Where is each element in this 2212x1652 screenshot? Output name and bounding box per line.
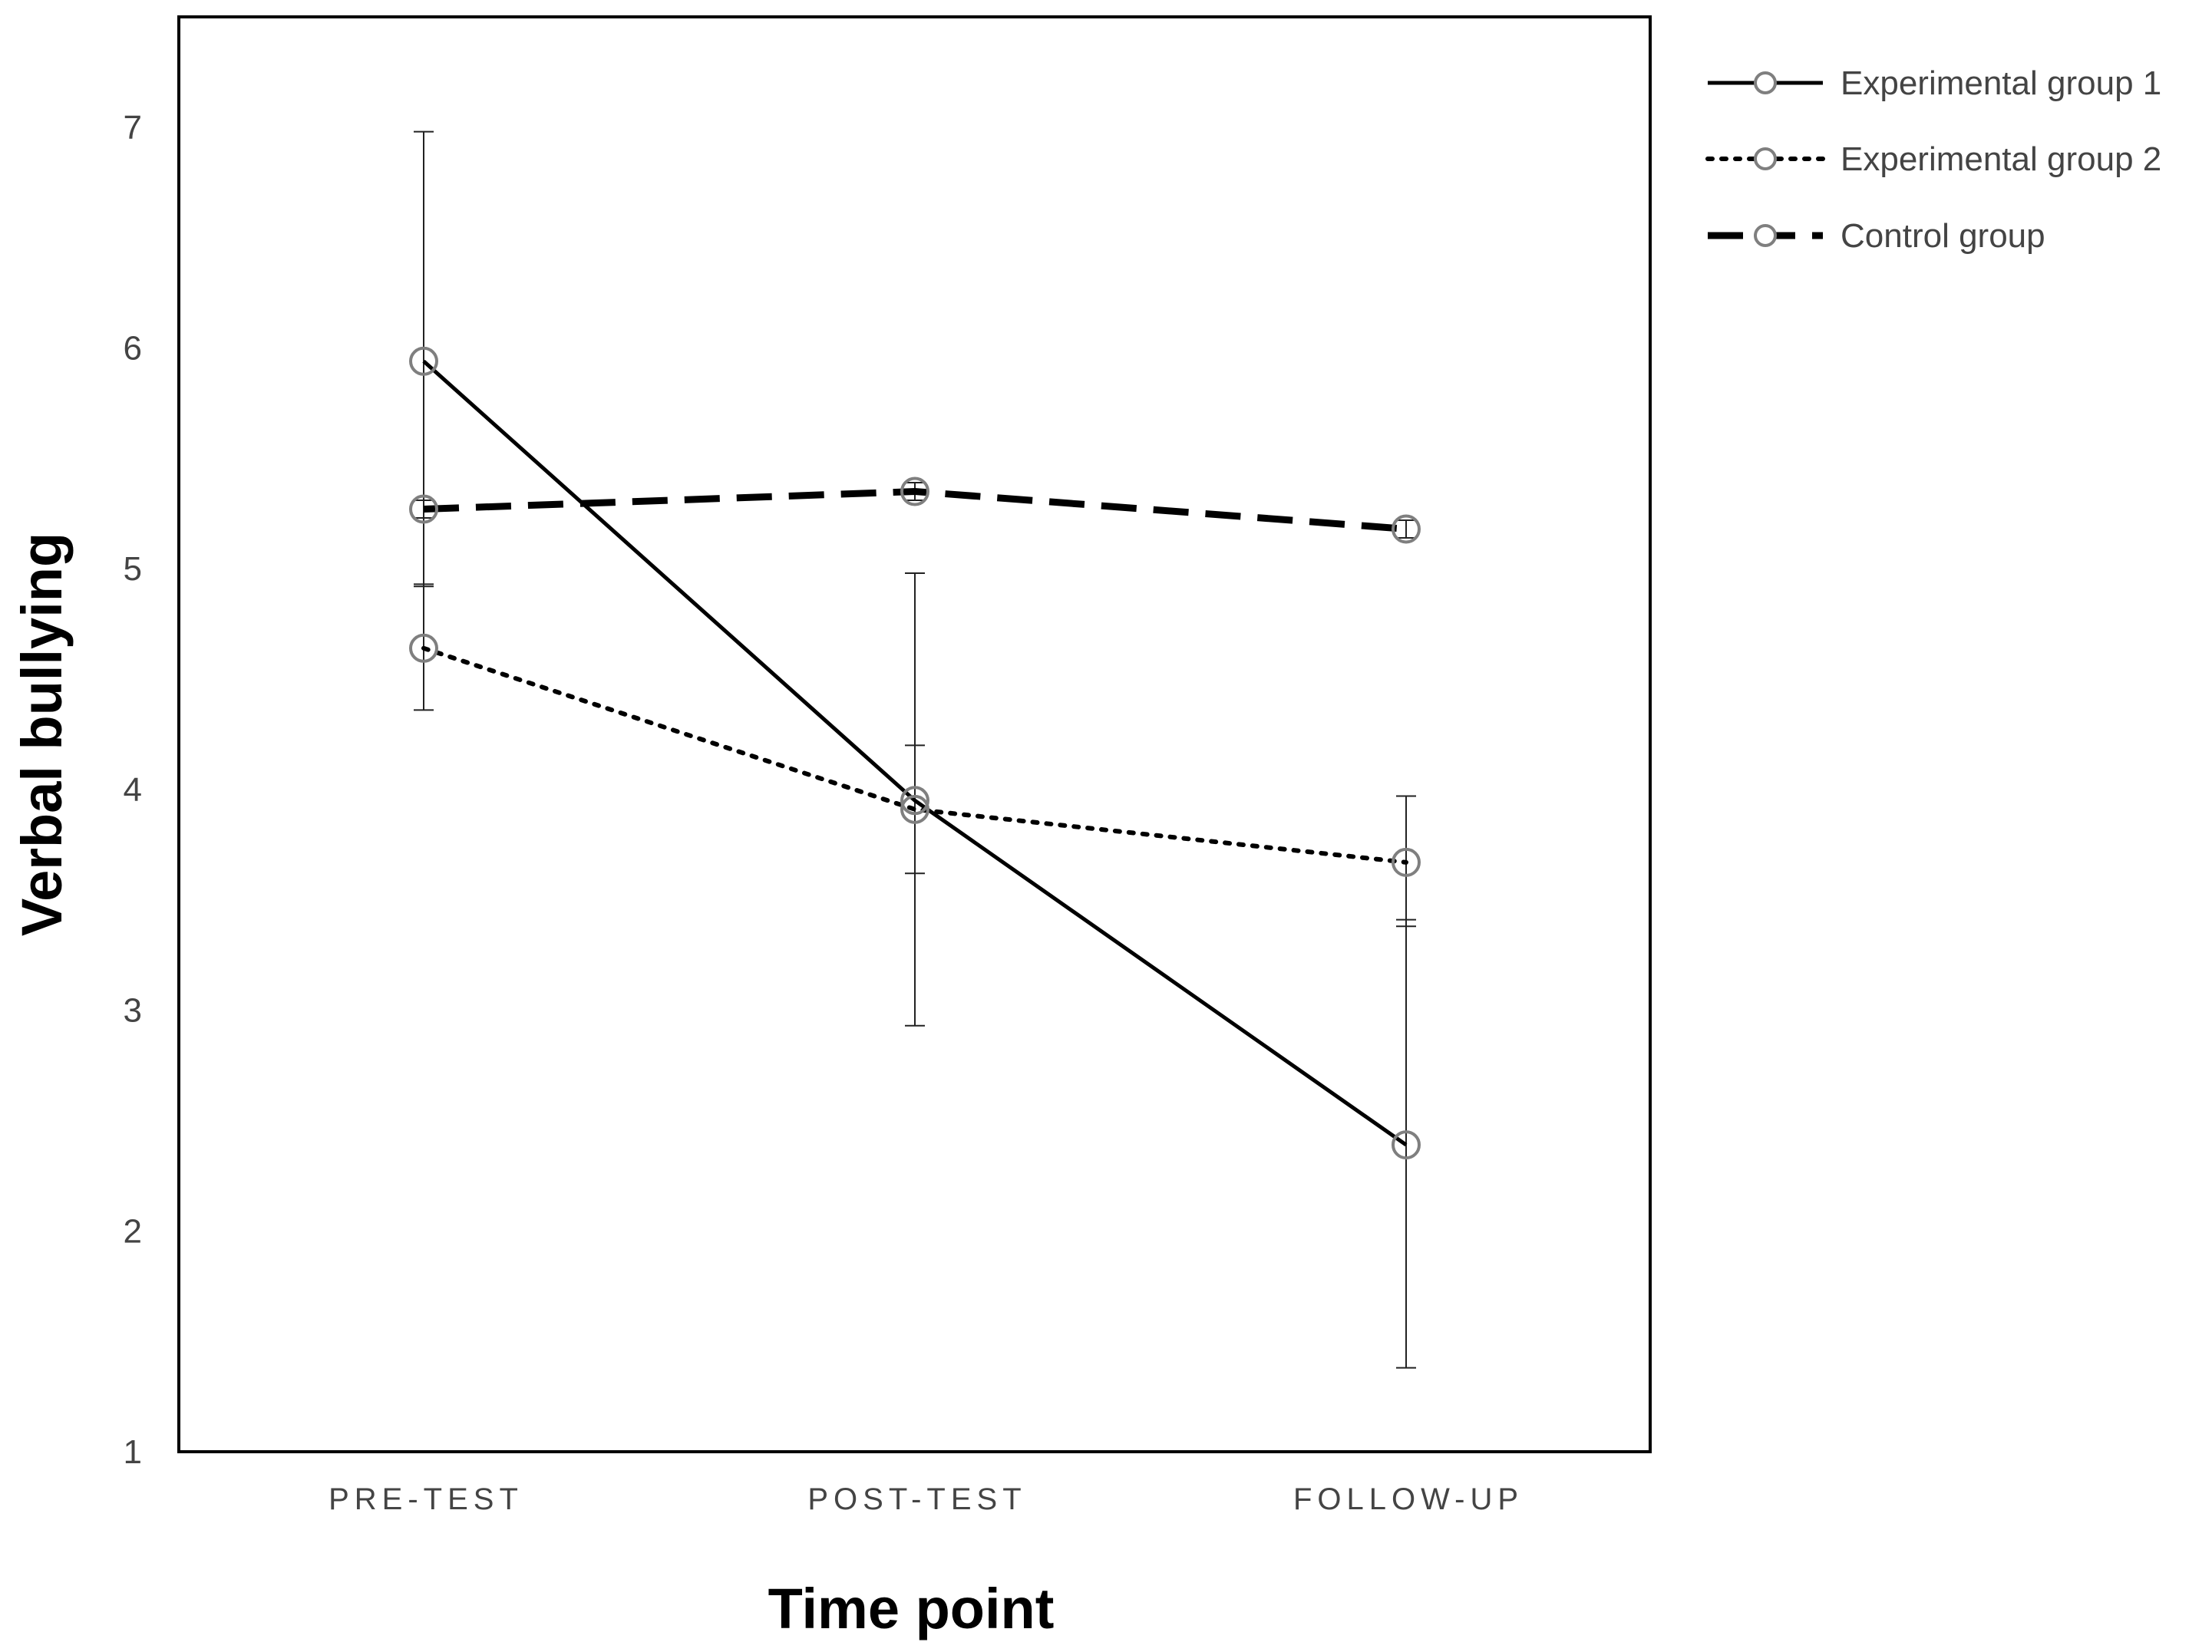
data-point-marker	[409, 494, 438, 524]
x-tick-label: POST-TEST	[807, 1482, 1026, 1516]
y-tick-label: 7	[124, 109, 142, 147]
data-point-marker	[900, 794, 929, 824]
series-line-3	[423, 488, 1407, 533]
data-point-marker	[1392, 1130, 1421, 1160]
legend-marker-2	[1754, 147, 1777, 170]
y-axis-title: Verbal bullying	[10, 533, 74, 936]
series-line-2	[421, 645, 1408, 865]
series-line-1	[422, 359, 1408, 1147]
y-tick-label: 5	[124, 550, 142, 588]
y-tick-labels: 1 2 3 4 5 6 7	[124, 109, 142, 1471]
legend-marker-3	[1754, 224, 1777, 247]
data-point-marker	[1392, 847, 1421, 877]
x-tick-label: PRE-TEST	[328, 1482, 523, 1516]
y-tick-label: 6	[124, 330, 142, 368]
y-tick-label: 1	[124, 1433, 142, 1471]
error-bars	[414, 130, 1416, 1369]
data-point-marker	[409, 346, 438, 376]
legend-label-2: Experimental group 2	[1841, 140, 2161, 178]
legend: Experimental group 1 Experimental group 2…	[1705, 64, 2161, 255]
x-tick-labels: PRE-TEST POST-TEST FOLLOW-UP	[328, 1482, 1524, 1516]
plot-frame	[177, 15, 1652, 1453]
legend-marker-1	[1754, 71, 1777, 94]
series-markers	[409, 346, 1421, 1160]
y-tick-label: 4	[124, 771, 142, 809]
data-point-marker	[1392, 514, 1421, 544]
x-tick-label: FOLLOW-UP	[1293, 1482, 1524, 1516]
x-axis-title: Time point	[768, 1577, 1055, 1640]
data-point-marker	[900, 476, 929, 506]
legend-label-3: Control group	[1841, 217, 2045, 255]
y-tick-label: 2	[124, 1212, 142, 1250]
y-tick-label: 3	[124, 992, 142, 1030]
legend-label-1: Experimental group 1	[1841, 64, 2161, 102]
data-point-marker	[409, 633, 438, 663]
data-point-marker	[900, 786, 929, 816]
series-lines	[421, 359, 1408, 1147]
